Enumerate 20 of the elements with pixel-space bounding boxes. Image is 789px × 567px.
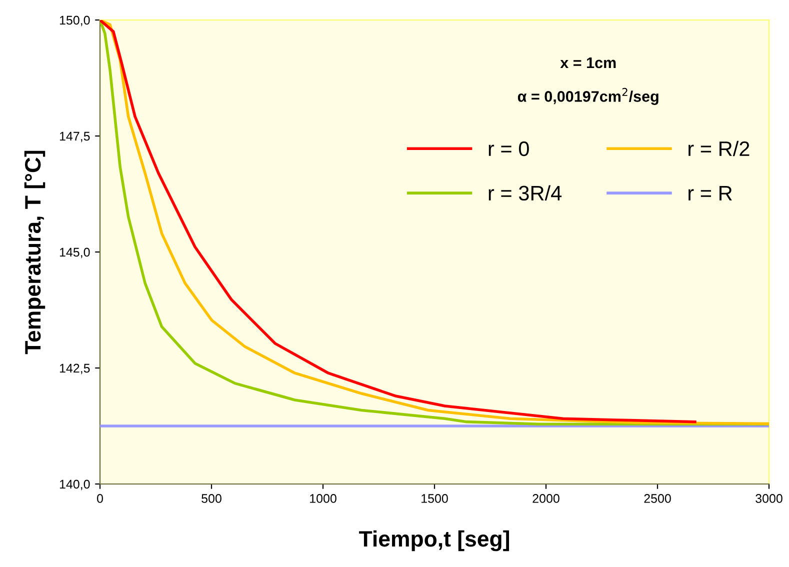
x-tick-label: 1500 — [422, 494, 448, 503]
y-axis-title: Temperatura, T [°C] — [24, 150, 46, 354]
y-tick-label: 145,0 — [60, 248, 90, 258]
annotation: α = 0,00197cm$^{2}$/seg — [518, 88, 658, 105]
x-tick-label: 1000 — [310, 494, 336, 503]
legend-label: r = R/2 — [688, 140, 750, 156]
x-tick-label: 500 — [202, 494, 222, 503]
legend-label: r = 3R/4 — [488, 185, 562, 201]
y-tick-label: 140,0 — [60, 480, 90, 490]
annotation: x = 1cm — [560, 58, 616, 68]
x-axis-title: Tiempo,t [seg] — [359, 530, 509, 552]
y-tick-label: 147,5 — [60, 132, 90, 142]
legend-label: r = 0 — [488, 141, 529, 156]
x-tick-label: 2000 — [532, 494, 560, 503]
x-tick-label: 2500 — [644, 494, 671, 503]
y-tick-label: 142,5 — [60, 364, 90, 374]
legend-label: r = R — [688, 186, 732, 200]
x-tick-label: 3000 — [756, 494, 782, 503]
x-tick-label: 0 — [97, 494, 103, 503]
y-tick-label: 150,0 — [60, 16, 90, 26]
